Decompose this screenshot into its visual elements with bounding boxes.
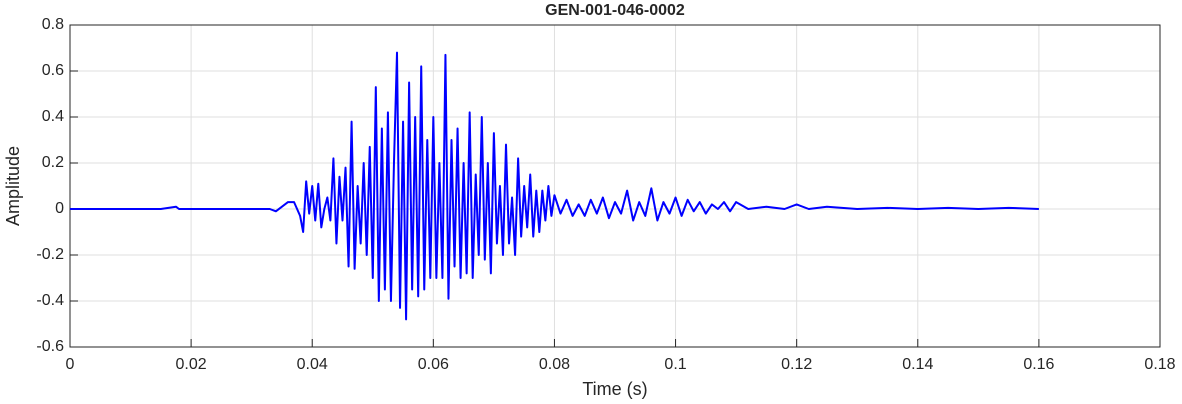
y-tick-label: 0.4 <box>42 108 64 125</box>
plot-frame <box>69 24 1161 348</box>
y-tick-label: 0.6 <box>42 62 64 79</box>
x-tick-label: 0.16 <box>1023 356 1054 373</box>
x-tick-label: 0.18 <box>1144 356 1175 373</box>
y-tick-label: 0.8 <box>42 16 64 33</box>
y-tick-label: 0.2 <box>42 154 64 171</box>
x-tick-label: 0.08 <box>539 356 570 373</box>
x-tick-label: 0.14 <box>902 356 933 373</box>
y-tick-label: -0.4 <box>36 292 64 309</box>
y-tick-label: -0.2 <box>36 246 64 263</box>
y-axis-label: Amplitude <box>3 146 23 226</box>
x-tick-label: 0.12 <box>781 356 812 373</box>
series-line <box>70 51 1039 321</box>
chart-title: GEN-001-046-0002 <box>545 2 685 19</box>
x-tick-label: 0.04 <box>297 356 328 373</box>
x-tick-label: 0.06 <box>418 356 449 373</box>
x-tick-label: 0.1 <box>664 356 686 373</box>
y-tick-label: 0 <box>55 200 64 217</box>
x-tick-label: 0.02 <box>176 356 207 373</box>
y-tick-label: -0.6 <box>36 338 64 355</box>
x-axis-label: Time (s) <box>582 379 647 399</box>
x-tick-label: 0 <box>66 356 75 373</box>
